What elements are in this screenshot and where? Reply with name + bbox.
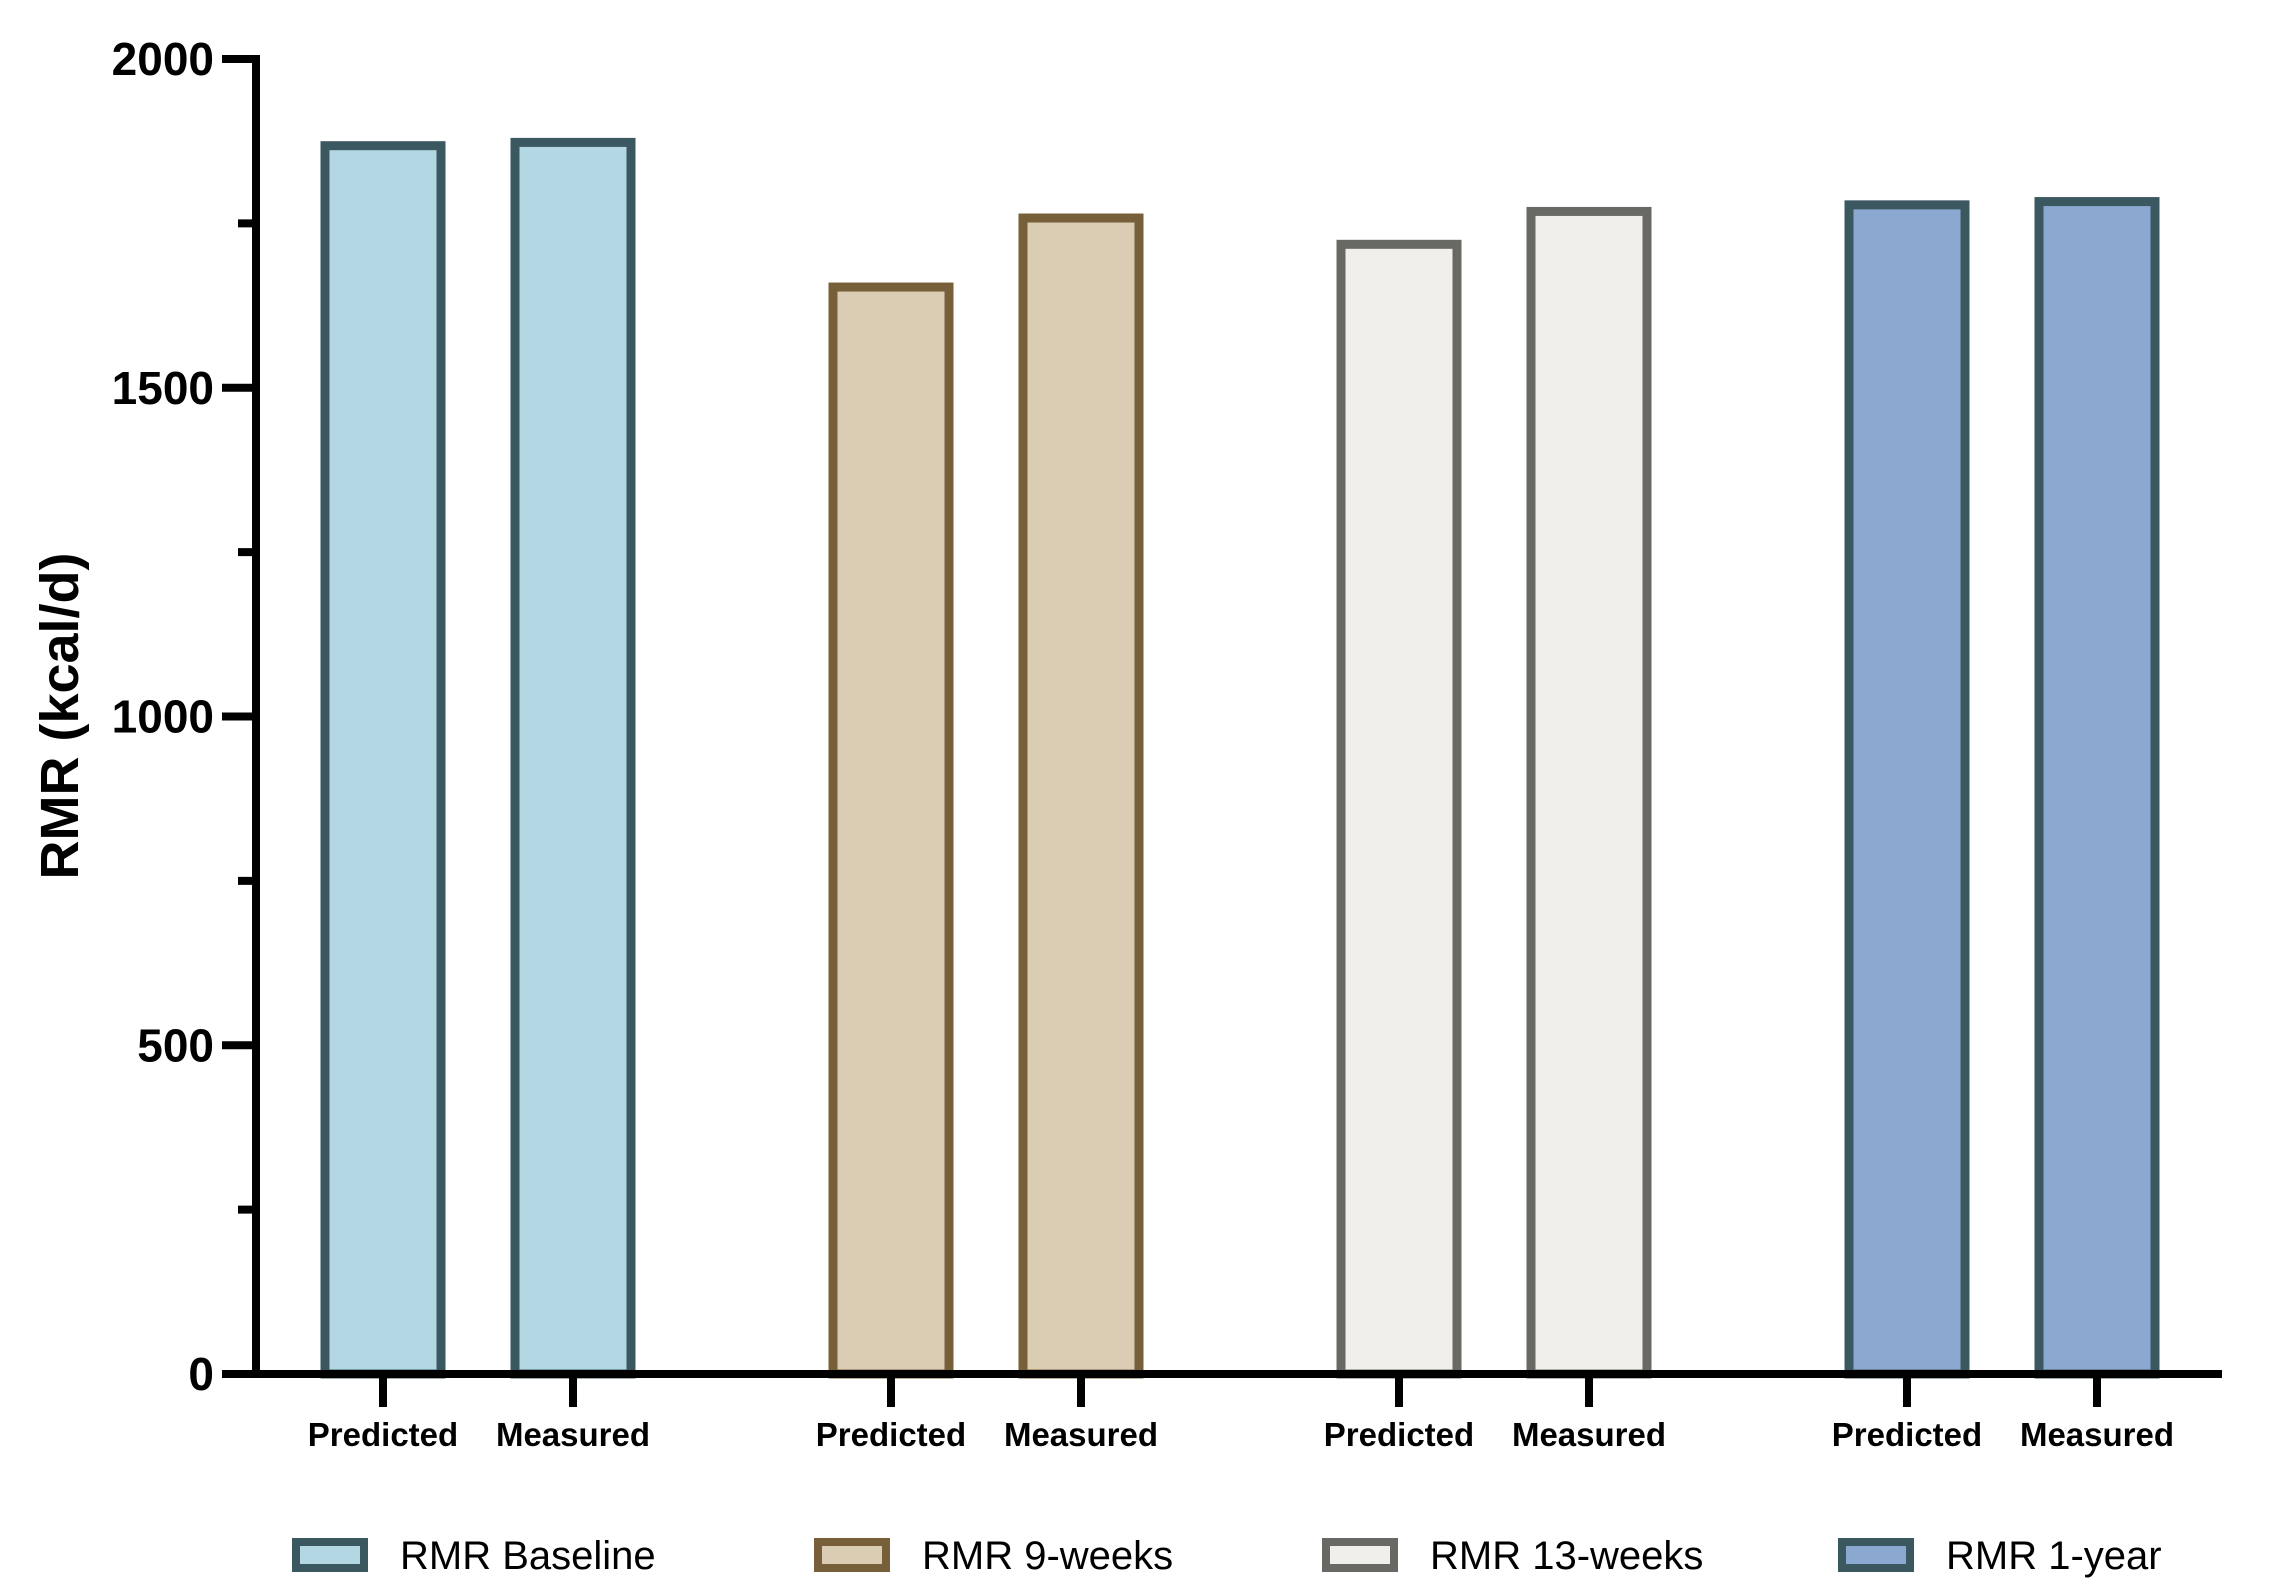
y-tick-label: 1500 <box>112 362 214 414</box>
x-tick-label: Measured <box>1512 1416 1666 1453</box>
legend-swatch <box>814 1538 890 1572</box>
y-tick-label: 2000 <box>112 33 214 85</box>
x-tick-label: Predicted <box>308 1416 458 1453</box>
bar-rmr-1-year-measured <box>2034 197 2160 1379</box>
bar-rmr-baseline-measured <box>510 137 636 1379</box>
bar-rmr-13-weeks-predicted <box>1336 239 1462 1379</box>
y-tick-label: 500 <box>137 1019 214 1071</box>
bar-rmr-1-year-predicted <box>1844 200 1970 1379</box>
x-tick-label: Predicted <box>1832 1416 1982 1453</box>
labels-layer: Predicted Measured Predicted Measured Predic… <box>30 33 2174 1453</box>
bar-rmr-13-weeks-measured <box>1526 206 1652 1379</box>
x-tick-label: Measured <box>496 1416 650 1453</box>
legend: RMR Baseline RMR 9-weeks RMR 13-weeks RMR 1… <box>292 1534 2162 1578</box>
legend-swatch <box>1322 1538 1398 1572</box>
legend-label: RMR 1-year <box>1946 1534 2162 1578</box>
legend-label: RMR Baseline <box>400 1534 656 1578</box>
y-tick-label: 0 <box>188 1348 214 1400</box>
y-axis-title: RMR (kcal/d) <box>30 552 90 879</box>
axes-layer <box>222 55 2222 1407</box>
legend-swatch <box>292 1538 368 1572</box>
x-tick-label: Predicted <box>816 1416 966 1453</box>
bar-rmr-9-weeks-predicted <box>828 282 954 1379</box>
y-tick-label: 1000 <box>112 691 214 743</box>
legend-label: RMR 9-weeks <box>922 1534 1173 1578</box>
bar-rmr-baseline-predicted <box>320 141 446 1379</box>
legend-swatch <box>1838 1538 1914 1572</box>
bar-rmr-9-weeks-measured <box>1018 213 1144 1379</box>
x-tick-label: Measured <box>2020 1416 2174 1453</box>
legend-label: RMR 13-weeks <box>1430 1534 1703 1578</box>
x-tick-label: Predicted <box>1324 1416 1474 1453</box>
bars-layer <box>320 137 2160 1379</box>
x-tick-label: Measured <box>1004 1416 1158 1453</box>
